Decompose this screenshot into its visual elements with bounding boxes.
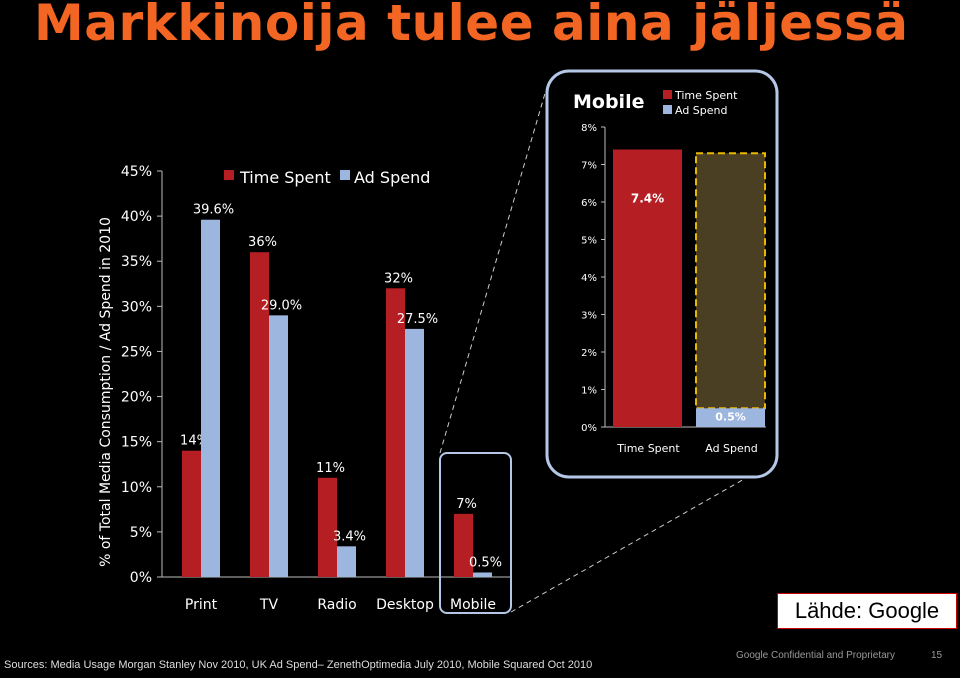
data-label-ad-spend-print: 39.6% — [193, 203, 234, 218]
category-label-print: Print — [185, 597, 218, 613]
sources-footnote: Sources: Media Usage Morgan Stanley Nov … — [4, 659, 593, 671]
bar-ad-spend-tv — [269, 315, 288, 577]
bar-time-spent-print — [182, 450, 201, 577]
inset-bar-ad-spend — [696, 408, 765, 427]
inset-y-tick-label: 8% — [581, 123, 597, 134]
data-label-time-spent-tv: 36% — [248, 235, 277, 250]
inset-legend-time-spent-swatch — [663, 90, 672, 99]
data-label-ad-spend-desktop: 27.5% — [397, 312, 438, 327]
inset-title: Mobile — [573, 91, 644, 113]
zoom-connector-bottom — [510, 469, 761, 613]
source-label: Lähde: Google — [777, 593, 957, 629]
legend-time-spent-label: Time Spent — [239, 168, 331, 187]
main-y-tick-label: 20% — [121, 390, 152, 406]
category-label-desktop: Desktop — [376, 597, 434, 613]
inset-y-tick-label: 1% — [581, 386, 597, 397]
main-y-tick-label: 10% — [121, 480, 152, 496]
bar-ad-spend-mobile — [473, 572, 492, 577]
inset-y-tick-label: 0% — [581, 423, 597, 434]
data-label-ad-spend-radio: 3.4% — [333, 529, 366, 544]
inset-y-tick-label: 5% — [581, 236, 597, 247]
inset-y-tick-label: 6% — [581, 198, 597, 209]
data-label-time-spent-mobile: 7% — [456, 497, 477, 512]
bar-time-spent-radio — [318, 477, 337, 577]
inset-bar-time-spent — [613, 149, 682, 427]
data-label-time-spent-desktop: 32% — [384, 271, 413, 286]
main-y-tick-label: 30% — [121, 299, 152, 315]
bar-ad-spend-radio — [337, 546, 356, 577]
main-legend: Time Spent Ad Spend — [224, 168, 430, 187]
data-label-time-spent-radio: 11% — [316, 461, 345, 476]
data-label-ad-spend-mobile: 0.5% — [469, 555, 502, 570]
inset-y-tick-label: 3% — [581, 311, 597, 322]
inset-y-tick-label: 2% — [581, 348, 597, 359]
mobile-highlight-box — [439, 452, 512, 614]
slide-title: Markkinoija tulee aina jäljessä — [34, 0, 909, 52]
bar-ad-spend-desktop — [405, 328, 424, 577]
confidential-notice: Google Confidential and Proprietary — [736, 650, 895, 661]
main-y-tick-label: 45% — [121, 164, 152, 180]
category-label-tv: TV — [259, 597, 279, 613]
inset-legend-ad-spend-label: Ad Spend — [675, 104, 728, 117]
category-label-radio: Radio — [317, 597, 356, 613]
inset-y-tick-label: 7% — [581, 161, 597, 172]
bar-time-spent-desktop — [386, 288, 405, 577]
inset-category-label-time-spent: Time Spent — [616, 442, 680, 455]
legend-ad-spend-label: Ad Spend — [354, 168, 430, 187]
main-y-tick-label: 35% — [121, 254, 152, 270]
inset-y-tick-label: 4% — [581, 273, 597, 284]
inset-gap-indicator — [695, 152, 766, 410]
data-label-ad-spend-tv: 29.0% — [261, 298, 302, 313]
inset-legend-ad-spend-swatch — [663, 105, 672, 114]
legend-time-spent-swatch — [224, 170, 234, 180]
main-y-tick-label: 0% — [130, 570, 152, 586]
inset-data-label-time-spent: 7.4% — [631, 192, 664, 206]
inset-data-label-ad-spend: 0.5% — [715, 410, 746, 423]
category-label-mobile: Mobile — [450, 597, 496, 613]
legend-ad-spend-swatch — [340, 170, 350, 180]
main-y-tick-label: 15% — [121, 435, 152, 451]
bar-ad-spend-print — [201, 219, 220, 577]
mobile-inset-chart: Mobile Time Spent Ad Spend 0% 1% 2% 3% 4% 5% 6… — [545, 69, 779, 479]
main-y-tick-label: 5% — [130, 525, 152, 541]
inset-category-label-ad-spend: Ad Spend — [705, 442, 758, 455]
main-y-axis-label: % of Total Media Consumption / Ad Spend … — [98, 217, 114, 567]
zoom-connector-top — [439, 89, 547, 454]
inset-legend-time-spent-label: Time Spent — [674, 89, 738, 102]
main-y-tick-label: 25% — [121, 344, 152, 360]
bar-time-spent-tv — [250, 252, 269, 577]
bar-time-spent-mobile — [454, 513, 473, 577]
page-number: 15 — [931, 650, 943, 661]
main-y-tick-label: 40% — [121, 209, 152, 225]
main-bar-chart: % of Total Media Consumption / Ad Spend … — [98, 89, 761, 614]
